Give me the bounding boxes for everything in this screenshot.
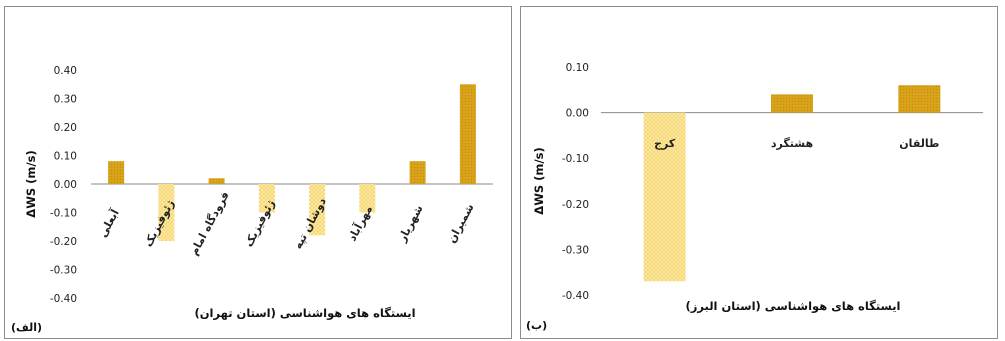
category-label: طالقان — [899, 137, 939, 150]
bar — [771, 94, 813, 113]
y-tick-label: -0.10 — [562, 153, 589, 165]
bar — [158, 184, 175, 241]
chart-tehran: 0.40 0.30 0.20 0.10 0.00 -0.10 -0.20 -0.30 -0.40… — [11, 65, 493, 334]
category-label: شمیران — [445, 201, 477, 245]
bar — [258, 184, 275, 213]
bar — [898, 85, 941, 113]
bar — [643, 112, 686, 282]
bar — [409, 161, 426, 184]
category-label: فرودگاه امام — [187, 189, 231, 257]
category-label: کرج — [654, 137, 676, 151]
chart-alborz: 0.10 0.00 -0.10 -0.20 -0.30 -0.40 کرج هشتگرد طال… — [526, 62, 983, 332]
bar — [459, 84, 476, 184]
panel-label: (ب) — [526, 319, 547, 332]
chart-panel-alborz: 0.10 0.00 -0.10 -0.20 -0.30 -0.40 کرج هشتگرد طال… — [520, 6, 998, 339]
category-label: هشتگرد — [771, 137, 813, 150]
y-tick-label: 0.10 — [566, 62, 589, 74]
y-tick-label: 0.00 — [54, 179, 77, 191]
x-axis-title: ایستگاه های هواشناسی (استان تهران) — [194, 306, 415, 321]
panel-label: (الف) — [11, 321, 42, 334]
category-label: مهرآباد — [345, 203, 375, 244]
y-tick-label: -0.20 — [562, 199, 589, 211]
bar — [108, 161, 125, 184]
chart-panel-tehran: 0.40 0.30 0.20 0.10 0.00 -0.10 -0.20 -0.30 -0.40… — [4, 6, 512, 339]
y-tick-label: 0.00 — [566, 108, 589, 120]
y-tick-label: -0.10 — [50, 208, 77, 220]
y-axis-title: ΔWS (m/s) — [24, 150, 38, 217]
y-tick-label: -0.40 — [562, 290, 589, 302]
category-label: آبعلی — [95, 207, 121, 240]
bar — [309, 184, 326, 236]
bar — [208, 178, 225, 184]
y-tick-label: -0.30 — [50, 265, 77, 277]
y-axis-title: ΔWS (m/s) — [532, 147, 546, 214]
x-axis-title: ایستگاه های هواشناسی (استان البرز) — [685, 299, 900, 314]
y-tick-label: 0.40 — [54, 65, 77, 77]
category-label: شهریار — [395, 203, 425, 245]
y-tick-label: -0.20 — [50, 236, 77, 248]
y-tick-label: 0.30 — [54, 94, 77, 106]
bar — [359, 184, 376, 213]
y-tick-label: -0.40 — [50, 293, 77, 305]
y-tick-label: 0.10 — [54, 151, 77, 163]
y-tick-label: 0.20 — [54, 122, 77, 134]
y-tick-label: -0.30 — [562, 244, 589, 256]
